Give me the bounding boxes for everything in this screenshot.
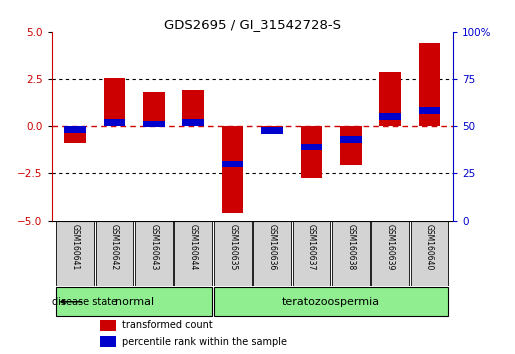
Text: GSM160636: GSM160636 bbox=[267, 224, 277, 270]
Bar bbox=[56, 287, 212, 316]
Bar bbox=[293, 221, 330, 286]
Bar bbox=[332, 221, 370, 286]
Bar bbox=[253, 221, 291, 286]
Text: disease state: disease state bbox=[52, 297, 117, 307]
Text: GSM160639: GSM160639 bbox=[386, 224, 394, 270]
Bar bbox=[104, 119, 125, 126]
Title: GDS2695 / GI_31542728-S: GDS2695 / GI_31542728-S bbox=[164, 18, 341, 31]
Bar bbox=[340, 126, 362, 165]
Bar bbox=[143, 92, 165, 126]
Bar bbox=[182, 90, 204, 126]
Text: GSM160641: GSM160641 bbox=[71, 224, 80, 270]
Bar bbox=[182, 119, 204, 126]
Bar bbox=[380, 73, 401, 126]
Bar bbox=[64, 126, 86, 133]
Bar bbox=[143, 121, 165, 127]
Bar bbox=[175, 221, 212, 286]
Bar bbox=[261, 126, 283, 133]
Text: GSM160637: GSM160637 bbox=[307, 224, 316, 270]
Text: GSM160644: GSM160644 bbox=[189, 224, 198, 270]
Text: GSM160640: GSM160640 bbox=[425, 224, 434, 270]
Bar bbox=[419, 107, 440, 114]
Text: transformed count: transformed count bbox=[122, 320, 213, 330]
Text: percentile rank within the sample: percentile rank within the sample bbox=[122, 337, 287, 347]
Bar bbox=[371, 221, 409, 286]
Bar bbox=[222, 161, 244, 167]
Bar bbox=[222, 126, 244, 213]
Bar bbox=[214, 221, 251, 286]
Text: GSM160635: GSM160635 bbox=[228, 224, 237, 270]
Text: GSM160642: GSM160642 bbox=[110, 224, 119, 270]
Bar bbox=[261, 127, 283, 134]
Bar bbox=[214, 287, 449, 316]
Bar bbox=[380, 113, 401, 120]
Bar bbox=[419, 43, 440, 126]
Text: normal: normal bbox=[115, 297, 154, 307]
Text: GSM160638: GSM160638 bbox=[346, 224, 355, 270]
Bar bbox=[340, 136, 362, 143]
Bar bbox=[100, 320, 116, 331]
Bar bbox=[301, 126, 322, 178]
Bar bbox=[96, 221, 133, 286]
Bar bbox=[301, 144, 322, 150]
Bar bbox=[104, 78, 125, 126]
Bar bbox=[64, 126, 86, 143]
Bar bbox=[56, 221, 94, 286]
Bar bbox=[410, 221, 449, 286]
Bar bbox=[100, 336, 116, 347]
Text: teratozoospermia: teratozoospermia bbox=[282, 297, 380, 307]
Bar bbox=[135, 221, 173, 286]
Text: GSM160643: GSM160643 bbox=[149, 224, 159, 270]
